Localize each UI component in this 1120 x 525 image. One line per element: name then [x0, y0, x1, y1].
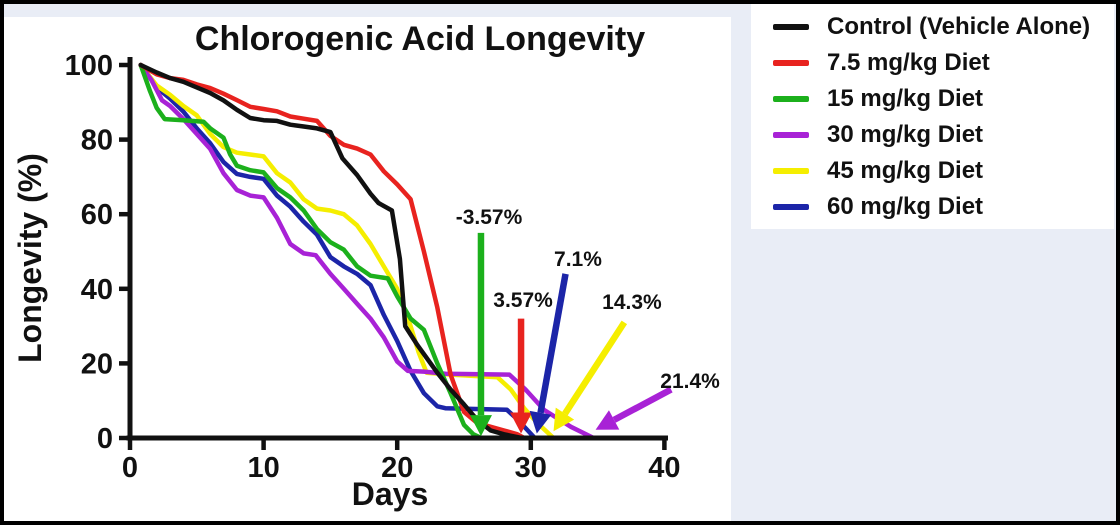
- legend-item: 7.5 mg/kg Diet: [751, 45, 1114, 81]
- series-line: [138, 62, 484, 441]
- legend: Control (Vehicle Alone) 7.5 mg/kg Diet 15 …: [751, 4, 1114, 229]
- legend-item: 15 mg/kg Diet: [751, 81, 1114, 117]
- x-tick-label: 0: [122, 452, 138, 484]
- annotation-arrow-shaft: [537, 273, 569, 414]
- x-tick-label: 30: [515, 452, 547, 484]
- annotation-label: 21.4%: [660, 370, 720, 393]
- annotation-arrow-shaft: [562, 320, 628, 416]
- x-tick-label: 10: [247, 452, 279, 484]
- x-tick-label: 40: [648, 452, 680, 484]
- annotation-arrow-shaft: [612, 386, 673, 423]
- annotation-arrowhead: [553, 407, 575, 432]
- legend-swatch-line: [773, 203, 809, 210]
- y-tick-label: 100: [65, 50, 113, 82]
- y-tick-label: 0: [97, 423, 113, 455]
- y-tick-label: 20: [81, 348, 113, 380]
- annotation-arrowhead: [595, 410, 620, 430]
- y-tick-label: 60: [81, 199, 113, 231]
- legend-swatch-line: [773, 23, 809, 30]
- annotation-label: 14.3%: [602, 291, 662, 314]
- annotation-label: 7.1%: [554, 248, 602, 271]
- annotation-arrowhead: [469, 415, 492, 437]
- legend-label: 30 mg/kg Diet: [827, 120, 984, 148]
- y-tick-label: 40: [81, 274, 113, 306]
- series-line: [138, 62, 596, 441]
- legend-item: 45 mg/kg Diet: [751, 153, 1114, 189]
- annotation-arrowhead: [529, 410, 552, 434]
- legend-label: 15 mg/kg Diet: [827, 84, 984, 112]
- legend-label: 60 mg/kg Diet: [827, 192, 984, 220]
- x-axis-label: Days: [351, 476, 429, 512]
- annotation-label: 3.57%: [493, 289, 553, 312]
- legend-swatch-line: [773, 131, 809, 138]
- legend-label: 7.5 mg/kg Diet: [827, 48, 990, 76]
- y-tick-label: 80: [81, 125, 113, 157]
- legend-swatch-line: [773, 167, 809, 174]
- annotation-label: -3.57%: [456, 206, 523, 229]
- legend-item: Control (Vehicle Alone): [751, 9, 1114, 45]
- legend-item: 30 mg/kg Diet: [751, 117, 1114, 153]
- annotation-arrowhead: [510, 412, 533, 434]
- chart-title: Chlorogenic Acid Longevity: [194, 20, 646, 58]
- legend-item: 60 mg/kg Diet: [751, 189, 1114, 225]
- series-line: [138, 62, 524, 441]
- series-line: [138, 62, 538, 441]
- legend-label: 45 mg/kg Diet: [827, 156, 984, 184]
- series-line: [138, 62, 527, 441]
- x-tick-label: 20: [381, 452, 413, 484]
- legend-label: Control (Vehicle Alone): [827, 12, 1091, 40]
- legend-swatch-line: [773, 59, 809, 66]
- y-axis-label: Longevity (%): [12, 153, 48, 363]
- legend-swatch-line: [773, 95, 809, 102]
